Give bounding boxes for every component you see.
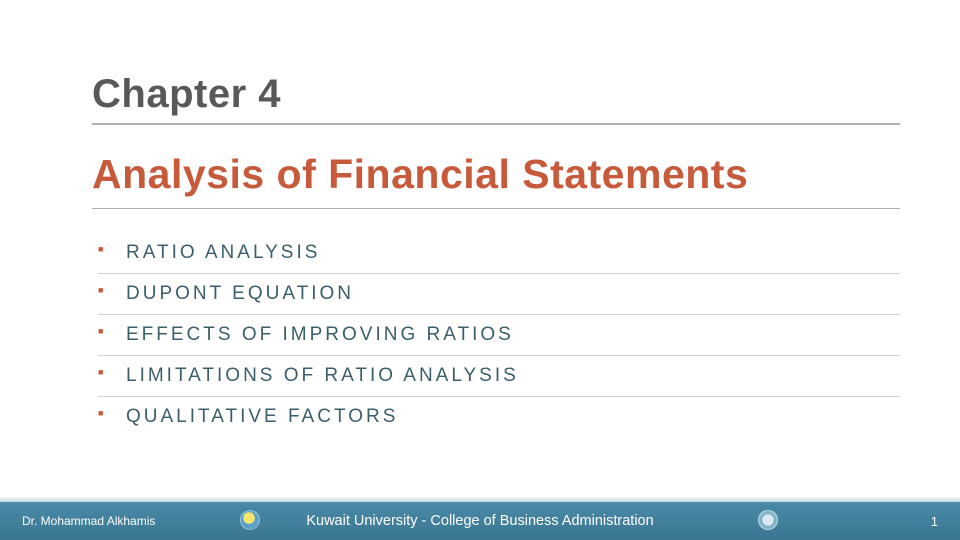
topic-list: RATIO ANALYSIS DUPONT EQUATION EFFECTS O… bbox=[92, 233, 900, 437]
list-item: RATIO ANALYSIS bbox=[98, 233, 900, 274]
footer-page-number: 1 bbox=[931, 514, 938, 529]
slide: Chapter 4 Analysis of Financial Statemen… bbox=[0, 0, 960, 540]
list-item: QUALITATIVE FACTORS bbox=[98, 397, 900, 437]
footer: Dr. Mohammad Alkhamis Kuwait University … bbox=[0, 502, 960, 540]
list-item: DUPONT EQUATION bbox=[98, 274, 900, 315]
list-item: EFFECTS OF IMPROVING RATIOS bbox=[98, 315, 900, 356]
accreditation-logo-icon bbox=[758, 510, 778, 530]
chapter-title: Chapter 4 bbox=[92, 72, 900, 125]
main-title: Analysis of Financial Statements bbox=[92, 151, 900, 209]
content-area: Chapter 4 Analysis of Financial Statemen… bbox=[92, 72, 900, 437]
footer-institution: Kuwait University - College of Business … bbox=[0, 513, 960, 529]
list-item: LIMITATIONS OF RATIO ANALYSIS bbox=[98, 356, 900, 397]
